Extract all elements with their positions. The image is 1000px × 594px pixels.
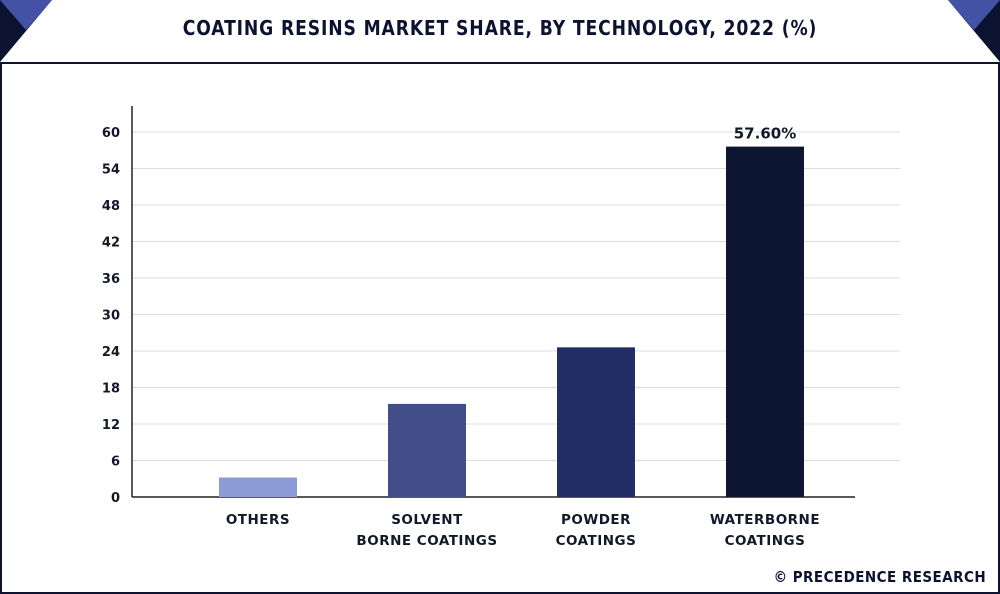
source-credit: © PRECEDENCE RESEARCH [773, 568, 986, 586]
y-tick-label: 18 [102, 382, 120, 397]
x-category-label: OTHERS [226, 512, 290, 528]
x-category-label: WATERBORNE COATINGS [710, 512, 820, 549]
y-tick-label: 6 [111, 455, 120, 470]
chart-title: COATING RESINS MARKET SHARE, BY TECHNOLO… [182, 16, 818, 40]
y-tick-label: 12 [102, 418, 120, 433]
y-tick-label: 30 [102, 309, 120, 324]
y-tick-label: 48 [102, 199, 120, 214]
data-label: 57.60% [734, 125, 796, 143]
y-tick-label: 42 [102, 236, 120, 251]
y-tick-label: 0 [111, 491, 120, 506]
bar-4 [726, 146, 804, 497]
chart-header: COATING RESINS MARKET SHARE, BY TECHNOLO… [0, 0, 1000, 64]
y-tick-label: 54 [102, 163, 120, 178]
bar-2 [388, 403, 466, 497]
x-category-label: SOLVENT BORNE COATINGS [356, 512, 497, 549]
header-corner-left [0, 0, 52, 62]
y-tick-label: 24 [102, 345, 120, 360]
x-category-label: POWDER COATINGS [556, 512, 637, 549]
bar-3 [557, 347, 635, 497]
y-tick-label: 36 [102, 272, 120, 287]
bar-1 [219, 477, 297, 497]
header-corner-right [948, 0, 1000, 62]
y-tick-label: 60 [102, 126, 120, 141]
